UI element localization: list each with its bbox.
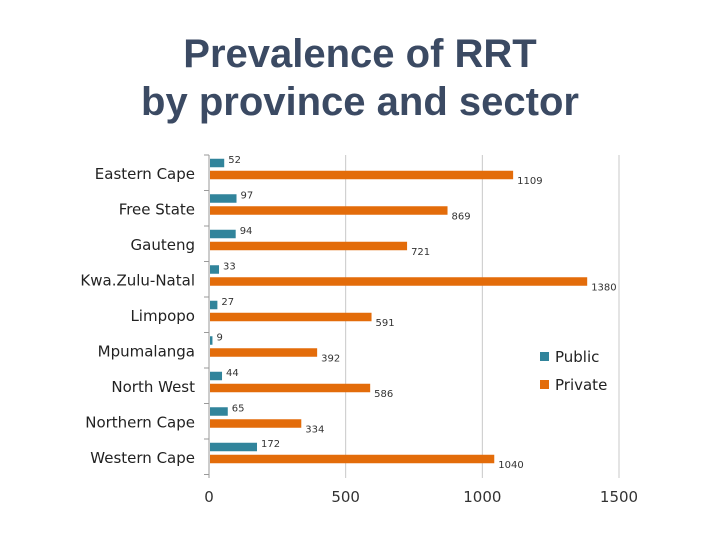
- bar-public: [210, 407, 228, 416]
- bar-private: [210, 348, 318, 357]
- bar-public: [210, 300, 218, 310]
- data-label-public: 44: [226, 368, 239, 379]
- x-tick-label: 1500: [600, 488, 638, 506]
- category-label: Mpumalanga: [98, 343, 195, 361]
- x-tick-label: 1000: [463, 488, 501, 506]
- x-tick-label: 500: [331, 488, 360, 506]
- data-label-private: 869: [452, 212, 471, 223]
- legend-swatch-private: [540, 380, 549, 389]
- bar-public: [210, 194, 237, 203]
- category-label: Kwa.Zulu-Natal: [80, 272, 195, 290]
- bar-private: [210, 312, 372, 322]
- bar-private: [210, 170, 514, 180]
- chart-title: Prevalence of RRT by province and sector: [0, 30, 720, 126]
- category-label: Western Cape: [90, 449, 195, 467]
- category-label: Eastern Cape: [95, 165, 195, 183]
- bar-private: [210, 277, 588, 286]
- bar-private: [210, 206, 448, 215]
- chart-title-line-2: by province and sector: [141, 80, 579, 124]
- category-labels: Eastern Cape Free State Gauteng Kwa.Zulu-Na…: [80, 165, 195, 467]
- data-label-public: 97: [241, 191, 254, 202]
- category-label: Free State: [119, 201, 195, 219]
- data-label-private: 1380: [591, 283, 616, 294]
- data-label-private: 334: [305, 425, 324, 436]
- data-label-private: 392: [321, 354, 340, 365]
- bar-private: [210, 454, 495, 464]
- data-label-public: 27: [221, 297, 234, 308]
- bar-public: [210, 371, 223, 381]
- axes: 0 500 1000 1500: [204, 154, 638, 506]
- bars: 52 1109 97 869 94 721 33 1380 27 591 9 392 44 586 65 33…: [210, 155, 617, 471]
- bar-public: [210, 265, 220, 274]
- category-label: Northern Cape: [85, 414, 195, 432]
- data-label-private: 1040: [498, 460, 523, 471]
- data-label-public: 33: [223, 262, 236, 273]
- data-label-private: 721: [411, 247, 430, 258]
- data-label-public: 94: [240, 226, 253, 237]
- data-label-private: 591: [376, 318, 395, 329]
- legend-label-private: Private: [555, 376, 607, 394]
- category-label: North West: [111, 378, 195, 396]
- bar-public: [210, 442, 258, 452]
- category-label: Gauteng: [131, 236, 195, 254]
- bar-private: [210, 419, 302, 428]
- bar-private: [210, 383, 371, 393]
- gridlines: [345, 155, 620, 478]
- data-label-private: 586: [374, 389, 393, 400]
- bar-public: [210, 336, 213, 345]
- data-label-public: 52: [228, 155, 241, 166]
- category-label: Limpopo: [130, 307, 195, 325]
- data-label-public: 9: [216, 333, 222, 344]
- chart-title-line-1: Prevalence of RRT: [183, 32, 537, 76]
- legend-label-public: Public: [555, 348, 599, 366]
- bar-private: [210, 241, 408, 251]
- data-label-private: 1109: [517, 176, 542, 187]
- bar-public: [210, 229, 236, 239]
- data-label-public: 172: [261, 439, 280, 450]
- legend-swatch-public: [540, 352, 549, 361]
- data-label-public: 65: [232, 404, 245, 415]
- bar-public: [210, 158, 225, 168]
- x-tick-label: 0: [204, 488, 214, 506]
- legend: Public Private: [540, 348, 607, 394]
